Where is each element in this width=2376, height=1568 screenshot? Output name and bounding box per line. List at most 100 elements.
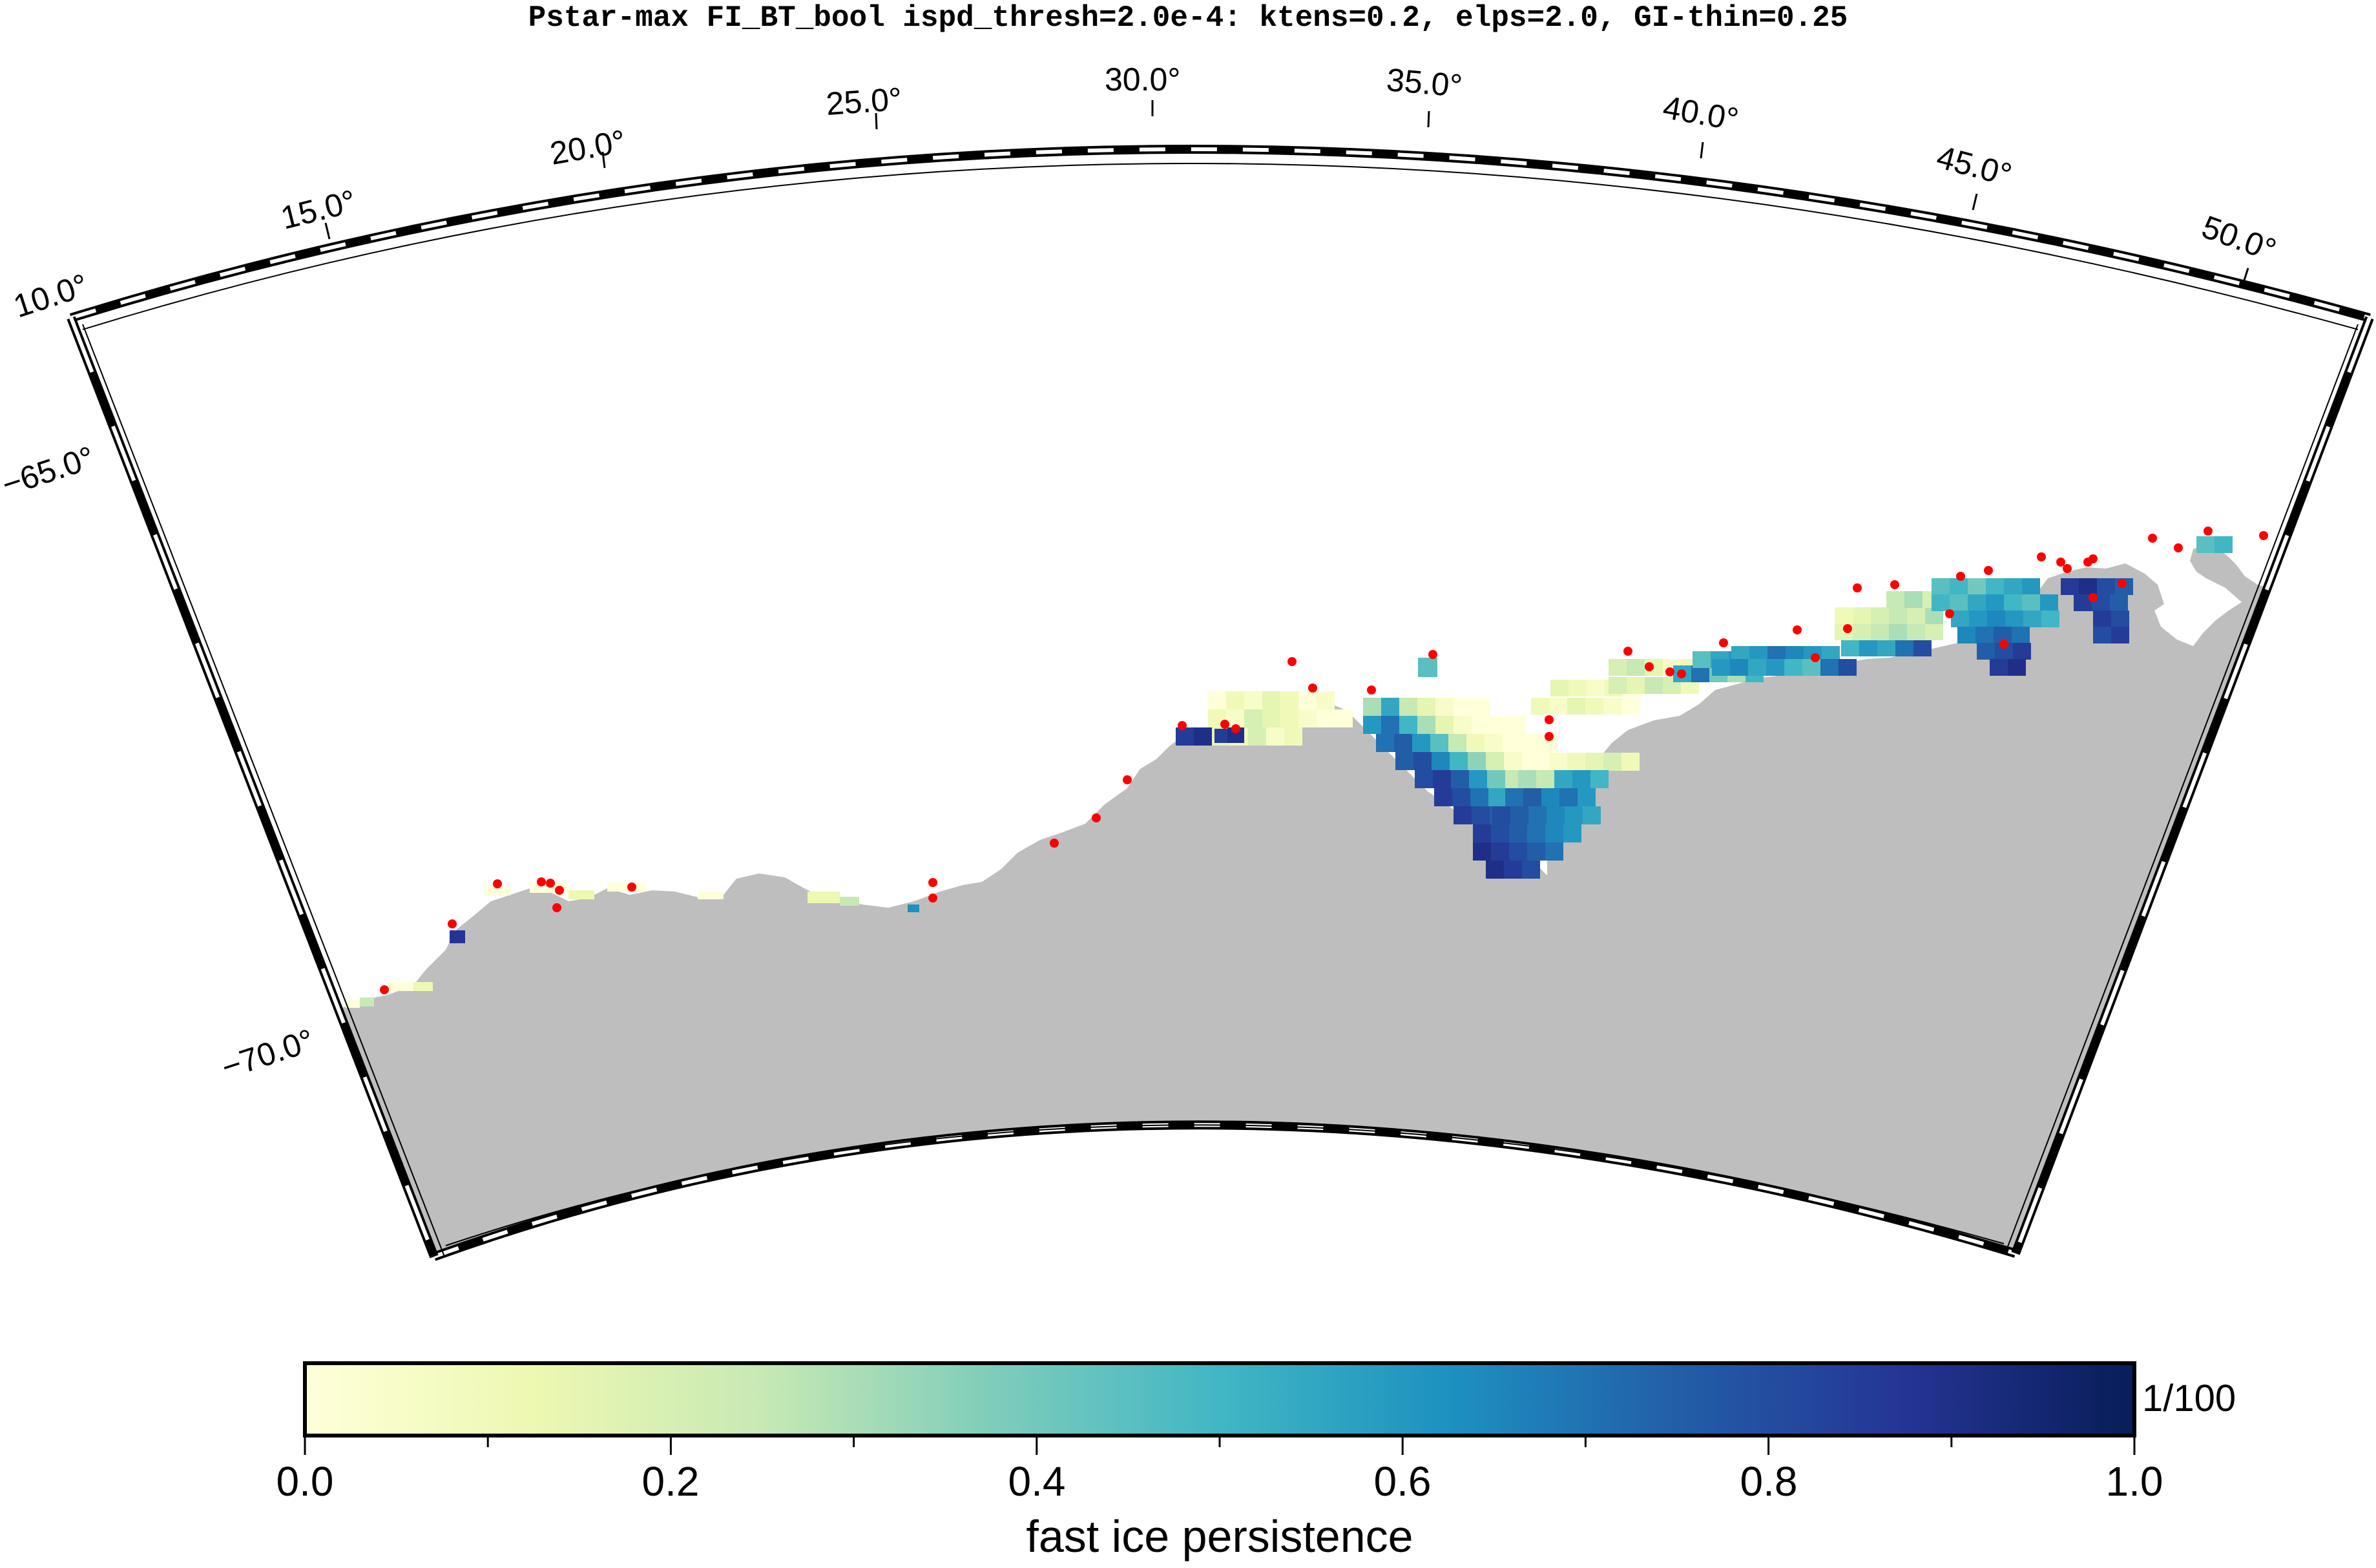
fast-ice-cell <box>1505 788 1523 806</box>
fast-ice-cell <box>1435 716 1454 734</box>
fast-ice-cell <box>1508 716 1526 734</box>
fast-ice-cell <box>1645 677 1663 694</box>
fast-ice-cell <box>1381 698 1399 716</box>
fast-ice-cell <box>1559 788 1578 806</box>
fast-ice-cell <box>1317 691 1335 709</box>
fast-ice-cell <box>1487 770 1505 788</box>
fast-ice-cell <box>1871 623 1889 640</box>
fast-ice-cell <box>1603 698 1621 715</box>
grounded-iceberg-marker <box>1123 775 1132 784</box>
lon-label-35: 35.0° <box>1385 61 1464 104</box>
fast-ice-cell <box>1298 691 1317 709</box>
fast-ice-cell <box>1585 753 1603 771</box>
fast-ice-cell <box>1549 698 1567 715</box>
fast-ice-cell <box>1693 651 1711 668</box>
fast-ice-cell <box>1871 607 1889 624</box>
fast-ice-cells <box>346 536 2233 1008</box>
fast-ice-cell <box>2061 578 2079 595</box>
fast-ice-cell <box>1907 607 1925 624</box>
fast-ice-cell <box>1262 691 1280 709</box>
fast-ice-cell <box>1969 611 1987 627</box>
lon-label-50: 50.0° <box>2197 209 2280 269</box>
grounded-iceberg-marker <box>1050 839 1059 848</box>
colorbar-tick-label-2: 0.4 <box>1008 1458 1066 1505</box>
map-title: Pstar-max FI_BT_bool ispd_thresh=2.0e-4:… <box>528 1 1848 35</box>
lon-label-20: 20.0° <box>547 123 628 172</box>
fast-ice-cell <box>1609 677 1627 694</box>
fast-ice-cell <box>1545 842 1563 861</box>
fast-ice-cell <box>1492 806 1510 824</box>
grounded-iceberg-marker <box>2037 552 2046 561</box>
fast-ice-region-east <box>1531 536 2233 715</box>
fast-ice-cell <box>1473 824 1491 842</box>
fast-ice-cell <box>1473 842 1491 861</box>
fast-ice-cell <box>1363 716 1381 734</box>
fast-ice-cell <box>1521 734 1539 752</box>
grounded-iceberg-marker <box>448 919 457 928</box>
fast-ice-cell <box>1280 709 1298 727</box>
grounded-iceberg-marker <box>1945 609 1954 618</box>
fast-ice-cell <box>1491 842 1509 861</box>
fast-ice-cell <box>1554 770 1572 788</box>
fast-ice-cell <box>2004 578 2022 595</box>
fast-ice-cell <box>1889 623 1907 640</box>
fast-ice-cell <box>1889 607 1907 624</box>
grounded-iceberg-marker <box>2083 558 2092 567</box>
fast-ice-cell <box>1913 640 1932 656</box>
fast-ice-cell <box>1485 734 1503 752</box>
fast-ice-cell <box>1572 770 1590 788</box>
fast-ice-cell <box>1545 824 1563 842</box>
grounded-iceberg-marker <box>1623 647 1632 656</box>
fast-ice-cell <box>1975 627 1994 643</box>
fast-ice-cell <box>1214 729 1231 743</box>
longitude-labels: 10.0° 15.0° 20.0° 25.0° 30.0° 35.0° 40.0… <box>9 61 2281 324</box>
fast-ice-cell <box>1504 752 1522 770</box>
fast-ice-cell <box>1565 806 1583 824</box>
fast-ice-cell <box>1957 627 1975 643</box>
lon-label-15: 15.0° <box>277 183 359 236</box>
fast-ice-cell <box>1417 716 1435 734</box>
fast-ice-cell <box>1472 716 1490 734</box>
grounded-iceberg-marker <box>2056 558 2065 567</box>
fast-ice-cell <box>1621 753 1640 771</box>
fast-ice-cell <box>1621 698 1640 715</box>
land-mass <box>323 543 2370 1257</box>
fast-ice-cell <box>1531 698 1549 715</box>
fast-ice-cell <box>1590 770 1609 788</box>
fast-ice-cell <box>1691 665 1709 682</box>
fast-ice-cell <box>1567 753 1585 771</box>
fast-ice-cell <box>2008 659 2026 676</box>
fast-ice-cell <box>1317 709 1335 727</box>
fast-ice-cell <box>1491 824 1509 842</box>
fast-ice-cell <box>1527 824 1545 842</box>
fast-ice-cell <box>1820 659 1839 676</box>
grounded-iceberg-marker <box>1999 640 2008 649</box>
longitude-ticks <box>324 100 2249 285</box>
fast-ice-cell <box>1451 770 1469 788</box>
fast-ice-cell <box>1503 734 1521 752</box>
fast-ice-cell <box>1504 861 1522 879</box>
fast-ice-cell <box>1433 770 1451 788</box>
colorbar-tick-label-4: 0.8 <box>1740 1458 1798 1505</box>
grounded-iceberg-marker <box>1793 625 1802 634</box>
fast-ice-cell <box>1510 806 1528 824</box>
grounded-iceberg-marker <box>537 877 546 886</box>
fast-ice-cell <box>1835 607 1853 624</box>
colorbar-gradient <box>303 1361 2136 1437</box>
fast-ice-cell <box>1986 578 2004 595</box>
fast-ice-cell <box>1748 659 1766 676</box>
fast-ice-cell <box>2005 611 2023 627</box>
fast-ice-cell <box>1454 716 1472 734</box>
fast-ice-cell <box>1434 788 1452 806</box>
fast-ice-cell <box>1766 659 1784 676</box>
fast-ice-cell <box>1907 623 1925 640</box>
grounded-iceberg-marker <box>1811 653 1820 662</box>
fast-ice-cell <box>1412 734 1430 752</box>
fast-ice-cell <box>2111 627 2129 643</box>
grounded-iceberg-marker <box>627 883 636 892</box>
fast-ice-cell <box>1472 806 1490 824</box>
grounded-iceberg-marker <box>546 879 555 888</box>
fast-ice-cell <box>1932 578 1950 595</box>
fast-ice-cell <box>1468 752 1486 770</box>
